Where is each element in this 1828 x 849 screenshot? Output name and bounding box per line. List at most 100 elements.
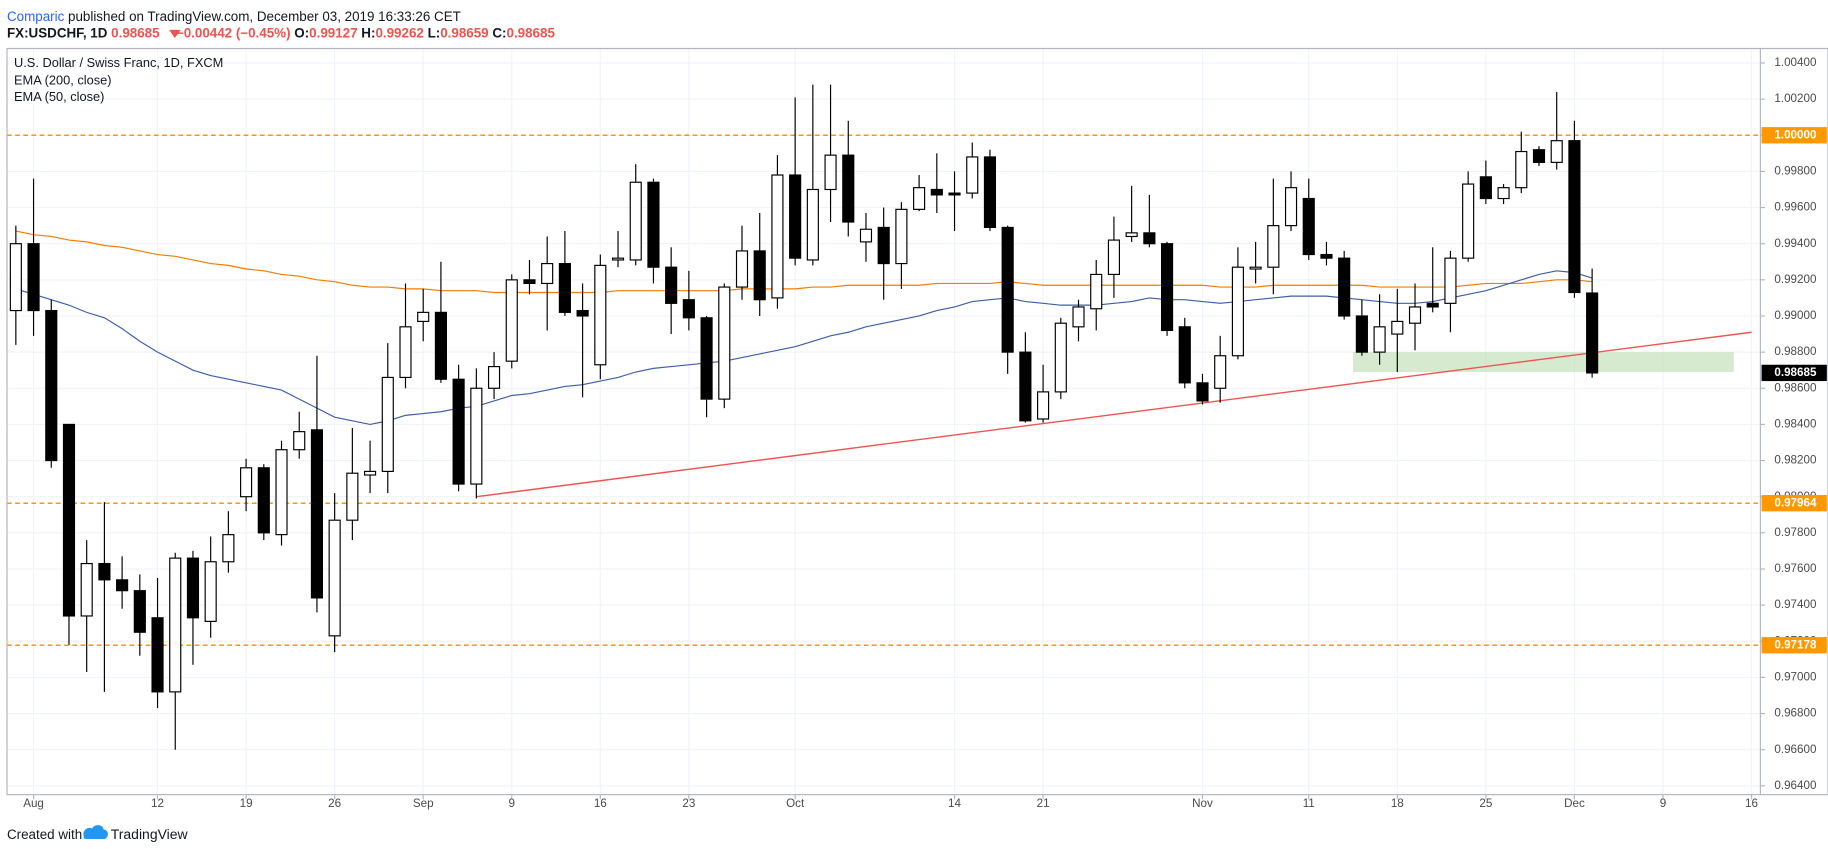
candle-body [1214,355,1227,389]
candle-body [541,262,554,285]
tradingview-logo [83,825,108,839]
ohlc-value: 0.99262 [375,25,423,40]
y-tick-label: 0.98600 [1774,381,1817,394]
candle-body [718,286,731,400]
x-tick-label: 18 [1391,797,1404,810]
y-tick-label: 0.98400 [1774,417,1817,430]
candle-body [1054,322,1067,393]
y-tick-label: 0.97600 [1774,562,1817,575]
y-tick-label: 0.99200 [1774,273,1817,286]
candle-body [1550,140,1563,163]
candle-body [204,561,217,622]
x-tick-label: 26 [328,797,341,810]
y-tick-label: 0.99600 [1774,201,1817,214]
candle-body [1001,226,1014,353]
level-label: 0.97964 [1774,496,1817,509]
candle-body [275,449,288,536]
candle-body [647,181,660,268]
candle-body [735,250,749,288]
ema-line [15,270,1593,426]
candle-body [1391,320,1404,335]
candle-body [381,376,394,472]
footer-brand[interactable]: TradingView [111,826,189,842]
plot-border [6,47,1828,796]
candle-body [1143,232,1156,245]
candle-body [1160,243,1174,332]
candle-body [9,243,22,312]
candle-body [62,423,76,617]
header-line-2: FX:USDCHF, 1D 0.98685 −0.00442 (−0.45%) O… [7,25,555,40]
candle-body [665,266,678,304]
candle-body [1497,187,1510,200]
candle-body [682,299,695,319]
legend-entry: EMA (50, close) [14,89,104,104]
ema-line [15,230,1593,294]
candle-body [1125,232,1138,238]
level-label-box [1761,127,1827,144]
candle-body [913,187,926,210]
x-tick-label: 25 [1479,797,1492,810]
legend-title: U.S. Dollar / Swiss Franc, 1D, FXCM [14,55,223,70]
candle-body [1267,225,1280,268]
candle-body [576,309,589,317]
candle-body [133,590,146,633]
candle-body [1338,257,1351,317]
y-tick-label: 0.99800 [1774,164,1817,177]
y-tick-label: 0.96800 [1774,707,1817,720]
x-tick-label: 16 [594,797,607,810]
candle-body [895,208,908,265]
last-price: 0.98685 [111,25,160,40]
candle-body [1408,306,1422,324]
ohlc-label: L: [428,25,441,40]
ohlc-value: 0.99127 [309,25,357,40]
candle-body [1284,187,1298,227]
level-label: 1.00000 [1774,128,1816,141]
x-tick-label: Oct [786,797,805,810]
candle-body [930,188,943,196]
logo-cloud [83,825,108,839]
candle-body [594,264,607,366]
candle-body [629,181,642,261]
candle-body [116,579,129,592]
footer-text: Created with [7,827,82,842]
candle-body [505,279,518,362]
candle-body [417,311,430,322]
x-tick-label: Aug [23,797,44,810]
candle-body [1231,266,1244,357]
candle-body [363,470,377,476]
candle-body [1373,326,1386,353]
candle-body [948,192,961,196]
candle-body [293,431,306,451]
y-tick-label: 0.96400 [1774,779,1817,792]
y-tick-label: 0.96600 [1774,743,1817,756]
x-tick-label: 14 [948,797,961,810]
ohlc-label: C: [492,25,506,40]
candle-body [842,154,855,223]
candle-body [753,250,766,301]
legend-entry: EMA (200, close) [14,73,112,88]
candle-body [1302,197,1315,256]
publisher[interactable]: Comparic [7,9,65,24]
candle-body [45,309,58,462]
candle-body [1090,273,1103,310]
candle-body [558,262,571,313]
candle-body [789,174,802,259]
support-zone [1353,352,1734,373]
candle-body [1532,149,1546,163]
down-arrow-icon [169,29,181,39]
candle-body [859,228,873,243]
trendline [476,331,1752,498]
candle-body [310,429,324,599]
y-tick-label: 0.99400 [1774,237,1817,250]
last-price-box [1761,364,1827,382]
candle-body [700,317,713,400]
candle-body [1586,292,1599,374]
candle-body [399,326,412,379]
candle-body [80,562,93,617]
candle-body [27,243,40,312]
change: −0.00442 (−0.45%) [176,25,291,40]
candle-body [1249,266,1262,270]
y-tick-label: 0.98200 [1774,454,1817,467]
candle-body [806,188,819,261]
